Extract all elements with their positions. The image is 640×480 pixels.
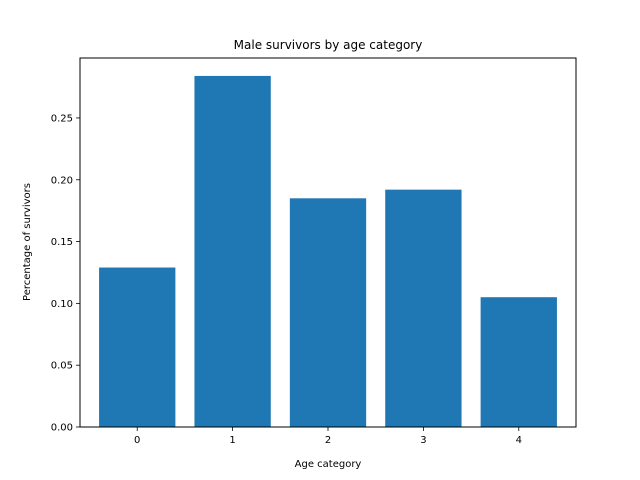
y-tick-label: 0.25 xyxy=(51,113,73,124)
x-tick-label: 3 xyxy=(420,435,426,446)
x-tick-label: 0 xyxy=(134,435,140,446)
x-tick-label: 4 xyxy=(516,435,522,446)
x-axis-ticks: 0 1 2 3 4 xyxy=(134,427,522,446)
y-axis-ticks: 0.00 0.05 0.10 0.15 0.20 0.25 xyxy=(51,113,80,434)
y-axis-label: Percentage of survivors xyxy=(22,183,33,301)
bars-group xyxy=(99,75,557,427)
y-tick-label: 0.00 xyxy=(51,423,73,434)
x-axis-label: Age category xyxy=(295,459,362,470)
bar-4 xyxy=(480,297,557,427)
y-tick-label: 0.10 xyxy=(51,299,73,310)
bar-2 xyxy=(289,198,367,427)
y-tick-label: 0.20 xyxy=(51,175,73,186)
bar-3 xyxy=(385,189,462,427)
bar-0 xyxy=(99,267,176,427)
chart-title: Male survivors by age category xyxy=(234,38,423,52)
bar-1 xyxy=(194,75,271,427)
y-tick-label: 0.15 xyxy=(51,237,73,248)
x-tick-label: 1 xyxy=(229,435,235,446)
y-tick-label: 0.05 xyxy=(51,361,73,372)
x-tick-label: 2 xyxy=(325,435,331,446)
